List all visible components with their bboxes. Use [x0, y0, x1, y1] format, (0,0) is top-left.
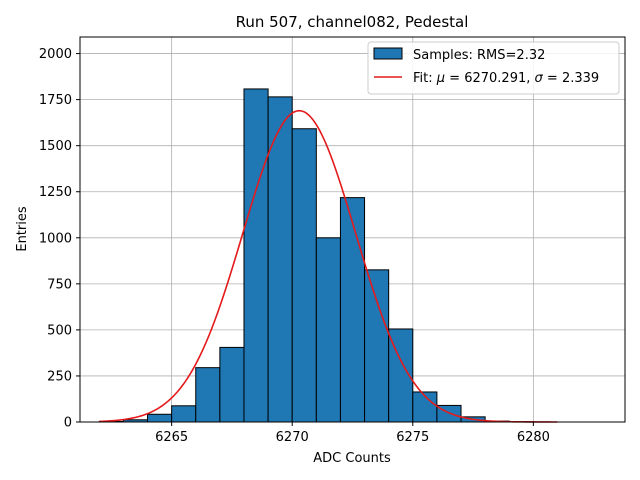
- y-tick-label: 2000: [39, 47, 72, 62]
- histogram-bar: [267, 96, 293, 423]
- legend-fit-sigma-symbol: σ: [535, 71, 544, 86]
- legend-fit-sep: ,: [526, 71, 534, 86]
- y-tick-label: 1500: [39, 139, 72, 154]
- y-tick-label: 500: [47, 323, 72, 338]
- legend-fit-prefix: Fit:: [413, 71, 437, 86]
- y-tick-label: 0: [64, 416, 72, 431]
- histogram-bars: [98, 88, 534, 423]
- legend-fit-label: Fit: μ = 6270.291, σ = 2.339: [413, 71, 599, 86]
- histogram-bar: [291, 128, 317, 423]
- legend-fit-sigma-eq: =: [543, 71, 562, 86]
- legend-samples-label: Samples: RMS=2.32: [413, 48, 545, 63]
- legend-fit-mu-eq: =: [445, 71, 464, 86]
- y-tick-label: 750: [47, 277, 72, 292]
- y-axis-ticks: 0 250 500 750 1000 1250 1500 1750 2000: [39, 47, 80, 431]
- chart-title: Run 507, channel082, Pedestal: [236, 13, 469, 31]
- histogram-bar: [315, 237, 341, 423]
- x-tick-label: 6280: [517, 430, 550, 445]
- histogram-bar: [147, 413, 173, 423]
- y-tick-label: 1750: [39, 93, 72, 108]
- legend-fit-mu-value: 6270.291: [464, 71, 526, 86]
- legend: Samples: RMS=2.32 Fit: μ = 6270.291, σ =…: [367, 41, 620, 95]
- x-tick-label: 6265: [155, 430, 188, 445]
- histogram-bar: [339, 197, 366, 423]
- y-tick-label: 1000: [39, 231, 72, 246]
- x-tick-label: 6270: [276, 430, 309, 445]
- x-axis-label: ADC Counts: [313, 451, 391, 466]
- histogram-bar: [195, 367, 221, 423]
- fit-curve: [99, 109, 558, 423]
- legend-bar-swatch: [373, 47, 403, 60]
- histogram-bar: [219, 346, 245, 423]
- y-tick-label: 250: [47, 369, 72, 384]
- x-tick-label: 6275: [396, 430, 429, 445]
- histogram-bar: [171, 405, 197, 423]
- plot-frame: [79, 36, 626, 423]
- histogram-bar: [364, 269, 390, 423]
- y-axis-label: Entries: [15, 206, 30, 252]
- legend-fit-mu-symbol: μ: [436, 71, 445, 86]
- legend-fit-sigma-value: 2.339: [562, 71, 599, 86]
- legend-box: [367, 41, 620, 95]
- histogram-bar: [243, 88, 269, 423]
- y-tick-label: 1250: [39, 185, 72, 200]
- x-axis-ticks: 6265 6270 6275 6280: [155, 422, 550, 445]
